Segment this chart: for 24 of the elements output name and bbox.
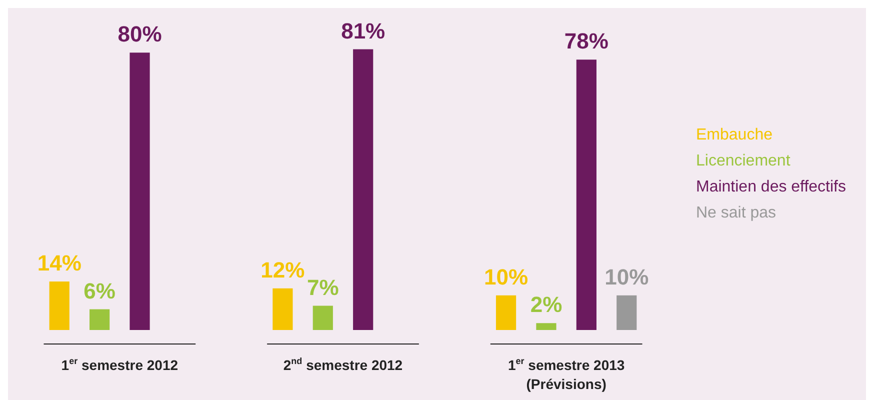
bar (616, 295, 637, 330)
data-label: 7% (307, 274, 339, 300)
text: Embauche (696, 126, 773, 144)
data-label: 78% (564, 28, 608, 54)
bar (130, 52, 150, 330)
bar (496, 295, 516, 330)
data-label: 81% (341, 18, 386, 44)
bar (312, 306, 333, 330)
text: Maintien des effectifs (696, 178, 846, 196)
data-label: 12% (260, 257, 305, 282)
bar (272, 288, 293, 330)
bar (576, 60, 596, 330)
data-label: 14% (37, 250, 82, 276)
bar (536, 323, 556, 330)
bar (90, 309, 110, 330)
bar (353, 49, 374, 330)
text: Licenciement (696, 152, 791, 170)
data-label: 6% (84, 278, 116, 304)
data-label: 10% (604, 264, 649, 290)
data-label: 10% (484, 264, 528, 290)
text: Ne sait pas (696, 204, 776, 222)
bar (49, 281, 70, 330)
data-label: 80% (118, 22, 162, 47)
data-label: 2% (530, 292, 562, 318)
